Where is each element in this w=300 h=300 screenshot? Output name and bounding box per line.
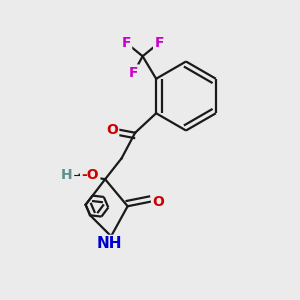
Text: H: H (61, 168, 73, 182)
Text: -O: -O (81, 168, 99, 182)
Text: NH: NH (97, 236, 122, 251)
Text: O: O (106, 123, 118, 137)
Text: F: F (122, 36, 131, 50)
Text: F: F (129, 66, 138, 80)
Text: F: F (154, 36, 164, 50)
Text: O: O (152, 195, 164, 209)
